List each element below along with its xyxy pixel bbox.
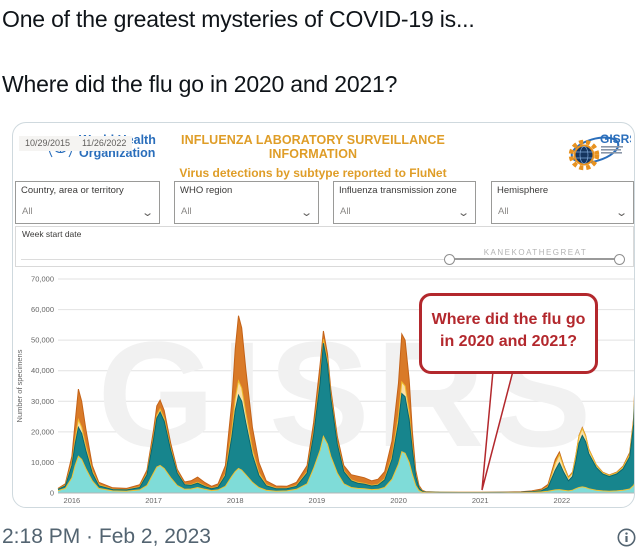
filter-transmission-zone-value: All — [340, 206, 351, 217]
week-start-date-section: Week start date — [15, 226, 634, 267]
svg-text:30,000: 30,000 — [31, 397, 54, 406]
embedded-dashboard-image[interactable]: World Health Organization INFLUENZA LABO… — [12, 122, 635, 508]
gisrs-logo: GISRS — [567, 126, 634, 176]
dashboard-title-line2: Virus detections by subtype reported to … — [179, 166, 447, 180]
svg-text:2022: 2022 — [554, 496, 571, 505]
chevron-down-icon[interactable]: ⌄ — [299, 207, 313, 219]
svg-text:70,000: 70,000 — [31, 275, 54, 284]
dashboard-title: INFLUENZA LABORATORY SURVEILLANCE INFORM… — [153, 133, 473, 180]
filter-country[interactable]: Country, area or territory All ⌄ — [15, 181, 160, 224]
chevron-down-icon[interactable]: ⌄ — [140, 207, 154, 219]
filter-transmission-zone-label: Influenza transmission zone — [339, 185, 457, 196]
slider-watermark-text: KANEKOATHEGREAT — [483, 248, 588, 257]
tweet-timestamp: 2:18 PM · Feb 2, 2023 — [2, 525, 211, 548]
gisrs-logo-icon: GISRS — [568, 132, 634, 171]
svg-text:2021: 2021 — [472, 496, 489, 505]
date-slider-handle-right[interactable] — [614, 254, 625, 265]
svg-text:2020: 2020 — [390, 496, 407, 505]
filter-who-region[interactable]: WHO region All ⌄ — [174, 181, 319, 224]
svg-text:2016: 2016 — [64, 496, 81, 505]
svg-text:Number of specimens: Number of specimens — [15, 349, 24, 422]
callout-line1: Where did the flu go — [431, 311, 586, 328]
dashboard-title-line1: INFLUENZA LABORATORY SURVEILLANCE INFORM… — [181, 133, 445, 161]
date-slider-track[interactable] — [21, 259, 621, 260]
date-slider-selected-range[interactable] — [449, 258, 619, 260]
date-range-start-input[interactable]: 10/29/2015 — [19, 136, 77, 151]
filter-hemisphere-value: All — [498, 206, 509, 217]
week-start-date-label: Week start date — [22, 229, 82, 239]
svg-text:60,000: 60,000 — [31, 305, 54, 314]
svg-text:10,000: 10,000 — [31, 458, 54, 467]
date-range-end-input[interactable]: 11/26/2022 — [76, 136, 133, 151]
info-icon — [617, 528, 636, 547]
svg-text:50,000: 50,000 — [31, 336, 54, 345]
filter-who-region-label: WHO region — [180, 185, 233, 196]
svg-text:2019: 2019 — [309, 496, 326, 505]
filter-who-region-value: All — [181, 206, 192, 217]
info-button[interactable] — [617, 528, 636, 547]
svg-text:20,000: 20,000 — [31, 427, 54, 436]
svg-text:2017: 2017 — [145, 496, 162, 505]
date-slider-handle-left[interactable] — [444, 254, 455, 265]
svg-text:2018: 2018 — [227, 496, 244, 505]
svg-text:GISRS: GISRS — [600, 132, 631, 146]
tweet-text-line2: Where did the flu go in 2020 and 2021? — [2, 71, 398, 97]
filter-country-label: Country, area or territory — [21, 185, 124, 196]
tweet-text-line1: One of the greatest mysteries of COVID-1… — [2, 6, 475, 32]
svg-text:40,000: 40,000 — [31, 366, 54, 375]
filter-hemisphere[interactable]: Hemisphere All ⌄ — [491, 181, 634, 224]
filter-transmission-zone[interactable]: Influenza transmission zone All ⌄ — [333, 181, 476, 224]
filter-hemisphere-label: Hemisphere — [497, 185, 549, 196]
chevron-down-icon[interactable]: ⌄ — [614, 207, 628, 219]
callout-annotation: Where did the flu go in 2020 and 2021? — [419, 293, 598, 374]
chevron-down-icon[interactable]: ⌄ — [456, 207, 470, 219]
svg-text:0: 0 — [50, 489, 54, 498]
callout-line2: in 2020 and 2021? — [440, 332, 577, 350]
filter-country-value: All — [22, 206, 33, 217]
